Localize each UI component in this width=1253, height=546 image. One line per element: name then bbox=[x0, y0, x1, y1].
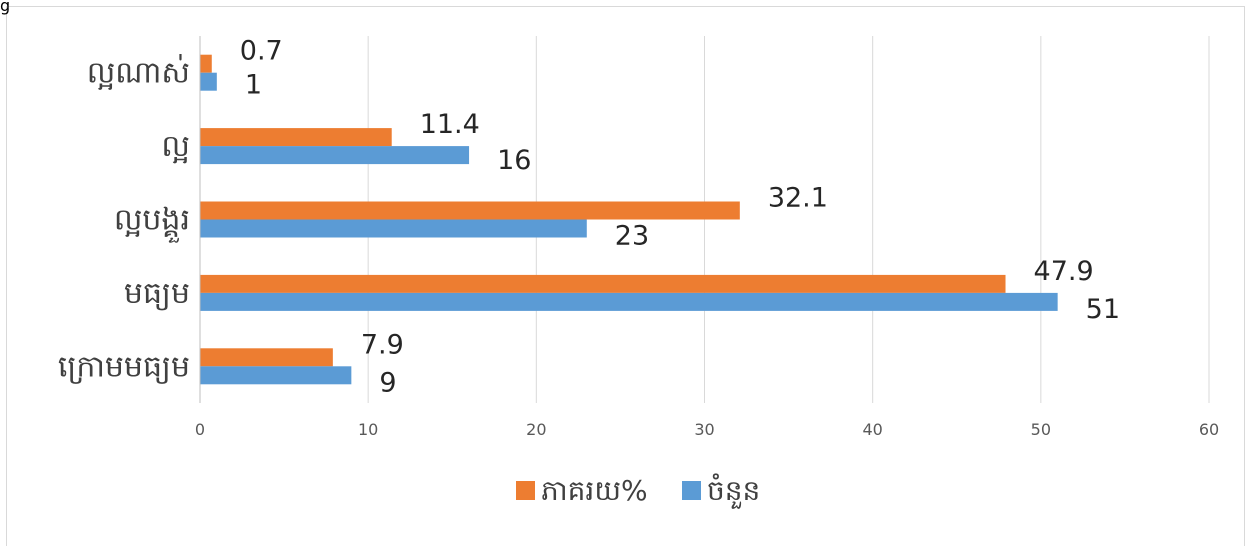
data-label: 9 bbox=[379, 367, 396, 398]
bar bbox=[200, 146, 470, 165]
category-labels: ល្អណាស់ល្អល្អបង្គួរមធ្យមក្រោមមធ្យម bbox=[58, 54, 190, 385]
bars bbox=[200, 54, 1058, 385]
x-tick-label: 20 bbox=[526, 420, 546, 439]
data-label: 32.1 bbox=[768, 183, 828, 214]
category-label: ល្អណាស់ bbox=[87, 54, 190, 91]
x-tick-label: 40 bbox=[862, 420, 882, 439]
bar bbox=[200, 348, 333, 367]
data-label: 16 bbox=[497, 145, 531, 176]
bar bbox=[200, 292, 1058, 311]
legend-label: ចំនួន bbox=[707, 473, 760, 509]
x-tick-label: 30 bbox=[694, 420, 714, 439]
bar bbox=[200, 201, 740, 220]
x-tick-label: 10 bbox=[358, 420, 378, 439]
data-label: 1 bbox=[245, 70, 262, 101]
data-label: 23 bbox=[615, 221, 649, 252]
category-label: ល្អបង្គួរ bbox=[114, 203, 190, 244]
bar bbox=[200, 219, 587, 238]
x-tick-label: 50 bbox=[1031, 420, 1051, 439]
category-label: ល្អ bbox=[161, 129, 190, 164]
x-axis-ticks: 0 10 20 30 40 50 60 bbox=[195, 420, 1219, 439]
legend: ភាគរយ% ចំនួន bbox=[516, 473, 760, 509]
data-label: 7.9 bbox=[361, 329, 404, 360]
legend-swatch bbox=[516, 481, 535, 500]
gridlines bbox=[367, 36, 1210, 403]
data-label: 11.4 bbox=[420, 109, 480, 140]
legend-label: ភាគរយ% bbox=[541, 474, 648, 507]
bar bbox=[200, 274, 1006, 293]
category-label: មធ្យម bbox=[124, 276, 190, 311]
bar bbox=[200, 366, 352, 385]
bar bbox=[200, 54, 212, 73]
data-labels: 0.71 11.4 16 32.1 23 47.9 51 7.9 9 bbox=[240, 36, 1120, 399]
x-tick-label: 60 bbox=[1199, 420, 1219, 439]
bar-chart: 0 10 20 30 40 50 60 0.71 11.4 16 32.1 23 47.9 51 7.9 9… bbox=[58, 36, 1219, 509]
corner-mark: g bbox=[0, 0, 11, 15]
x-tick-label: 0 bbox=[195, 420, 205, 439]
data-label: 51 bbox=[1086, 294, 1120, 325]
data-label: 0.7 bbox=[240, 36, 283, 67]
bar bbox=[200, 128, 392, 147]
legend-swatch bbox=[682, 481, 701, 500]
data-label: 47.9 bbox=[1034, 256, 1094, 287]
category-label: ក្រោមមធ្យម bbox=[58, 349, 190, 384]
bar bbox=[200, 72, 217, 91]
